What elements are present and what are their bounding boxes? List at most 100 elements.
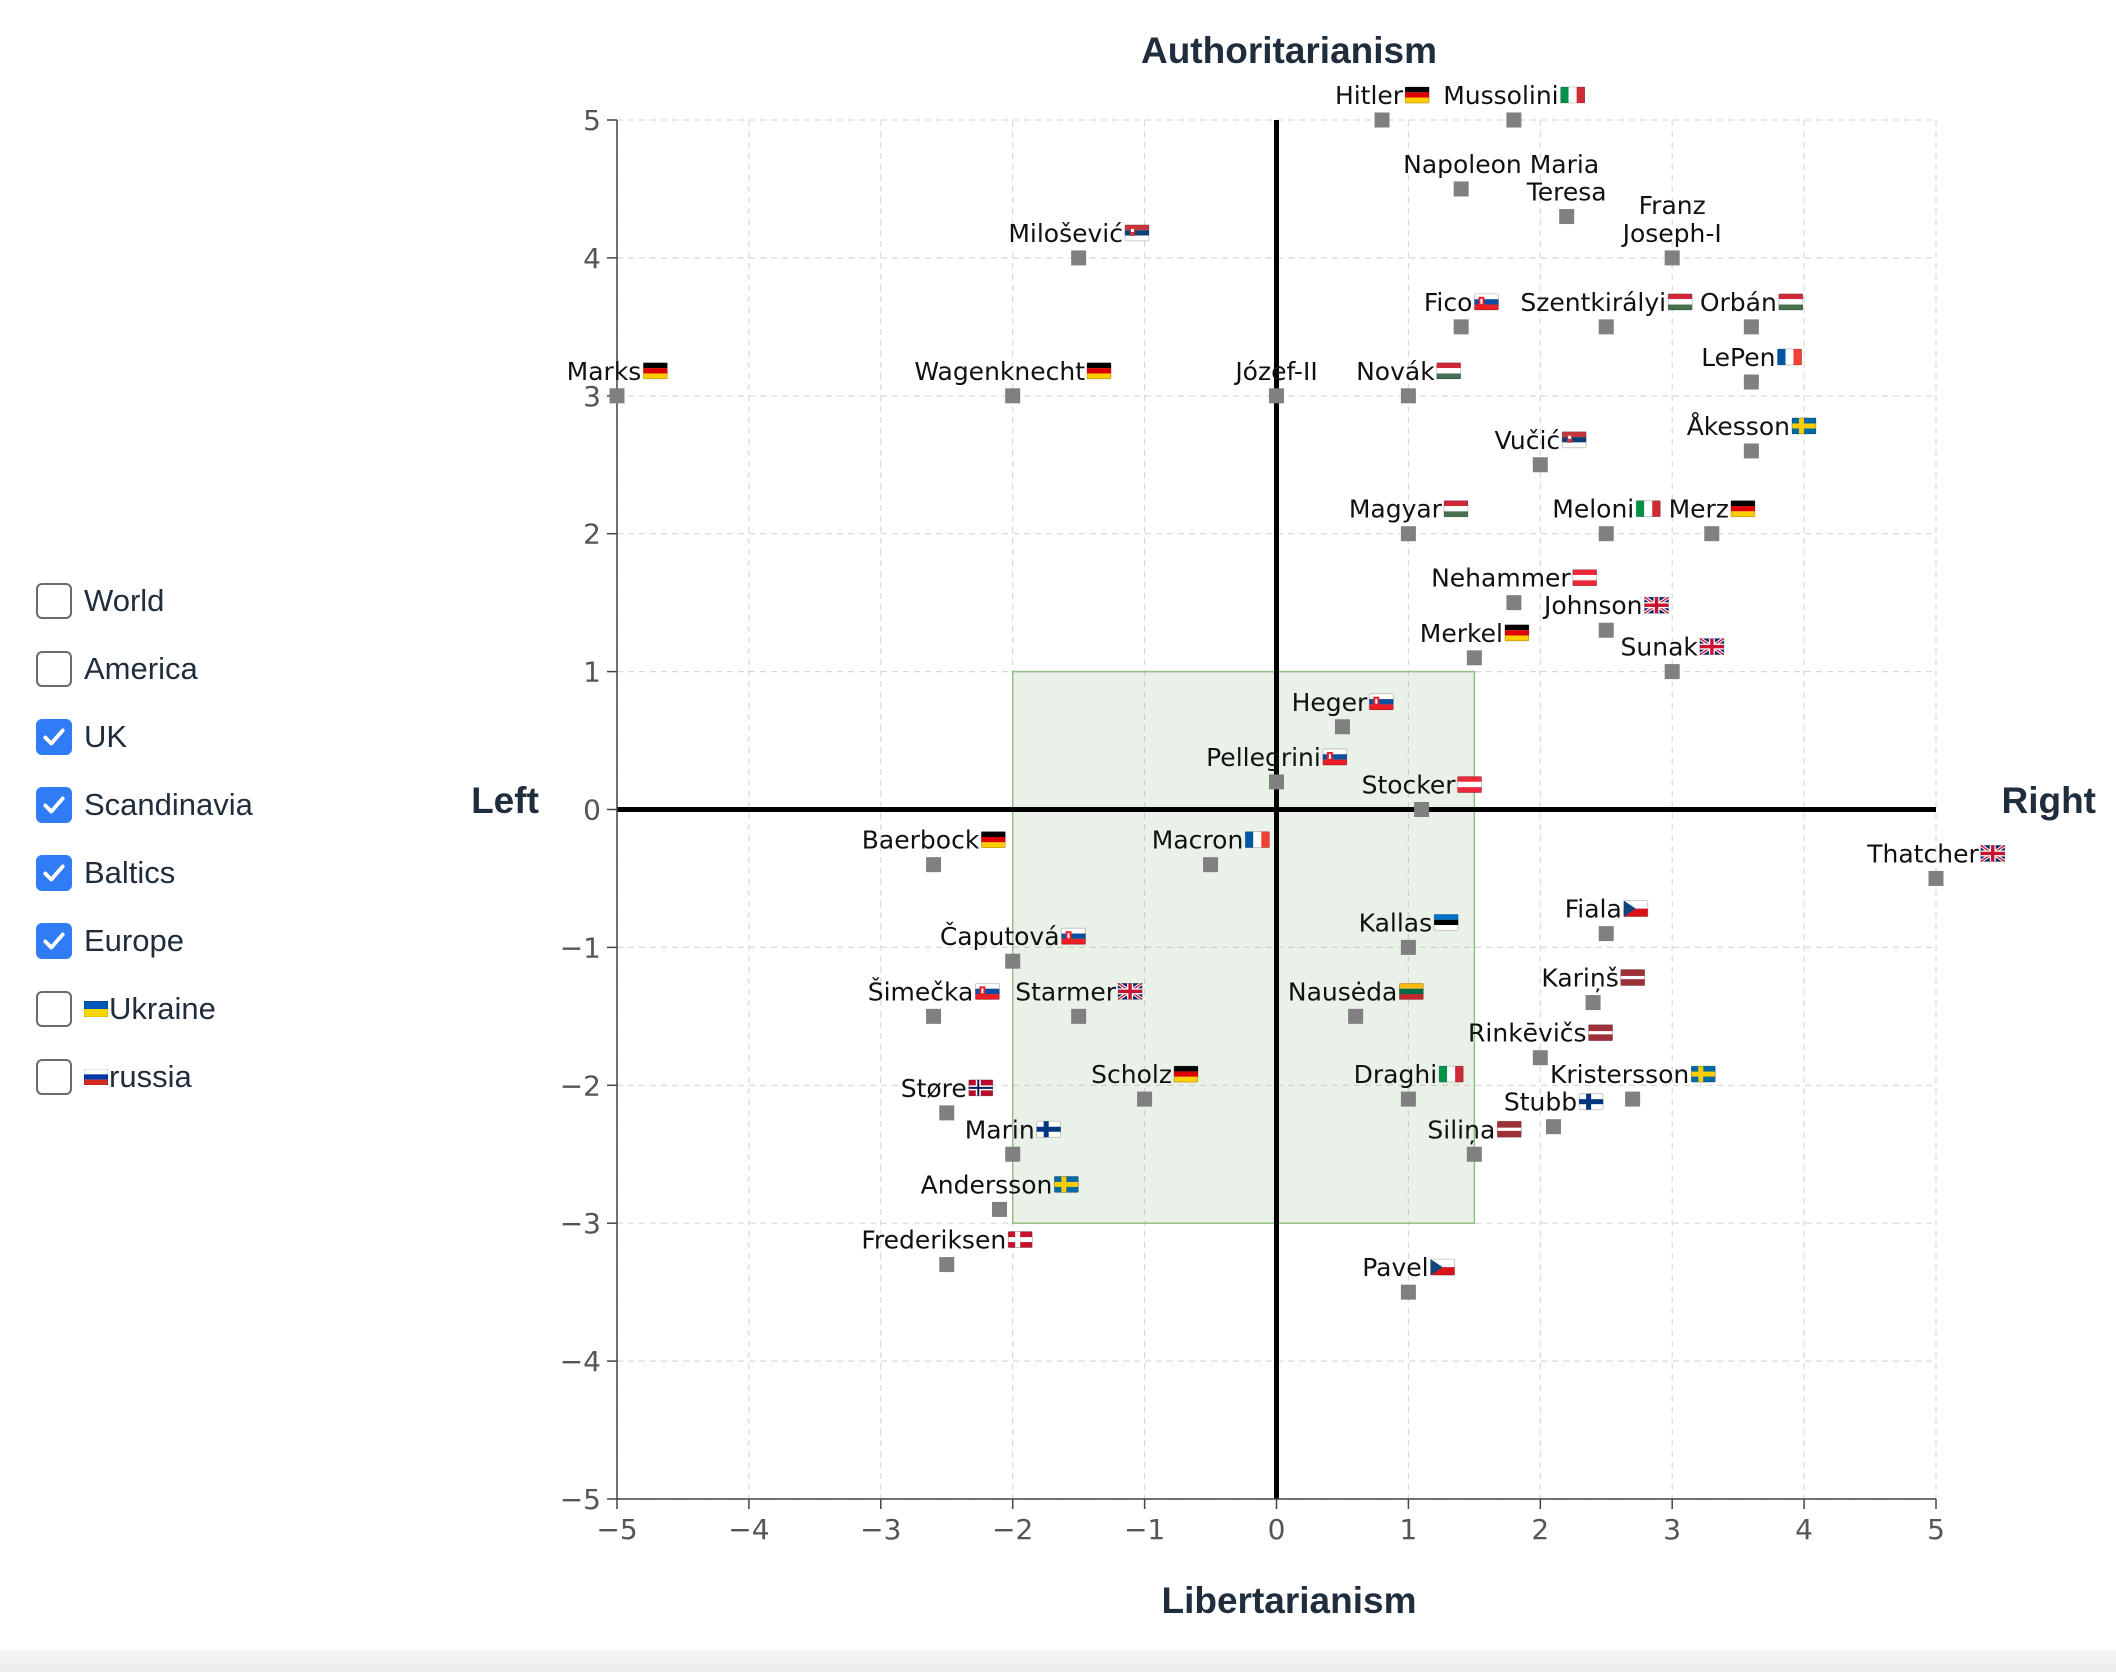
point-macron[interactable]: Macron: [1152, 826, 1270, 873]
point-siliņa[interactable]: Siliņa: [1427, 1115, 1522, 1162]
filter-checkbox[interactable]: [36, 1059, 72, 1095]
point-stubb[interactable]: Stubb: [1504, 1088, 1604, 1135]
point-šimečka[interactable]: Šimečka: [868, 976, 1000, 1024]
point-marker[interactable]: [1532, 457, 1548, 473]
point-nehammer[interactable]: Nehammer: [1431, 564, 1598, 611]
point-marker[interactable]: [1545, 1119, 1561, 1135]
filter-checkbox[interactable]: [36, 991, 72, 1027]
point-fico[interactable]: Fico: [1424, 288, 1499, 335]
filter-checkbox[interactable]: [36, 583, 72, 619]
point-marker[interactable]: [1348, 1008, 1364, 1024]
point-lepen[interactable]: LePen: [1701, 343, 1802, 390]
point-stocker[interactable]: Stocker: [1362, 771, 1482, 818]
point-marker[interactable]: [1532, 1050, 1548, 1066]
point-andersson[interactable]: Andersson: [921, 1170, 1079, 1217]
point-marker[interactable]: [1466, 1146, 1482, 1162]
point-marker[interactable]: [1585, 995, 1601, 1011]
point-marker[interactable]: [1269, 388, 1284, 404]
point-marker[interactable]: [1071, 250, 1087, 266]
point-marker[interactable]: [1598, 319, 1614, 335]
point-marker[interactable]: [926, 857, 942, 873]
horizontal-scrollbar[interactable]: [0, 1650, 2116, 1672]
point-milošević[interactable]: Milošević: [1008, 219, 1150, 266]
point-marker[interactable]: [1928, 870, 1944, 886]
point-marker[interactable]: [939, 1257, 955, 1273]
point-thatcher[interactable]: Thatcher: [1866, 839, 2006, 886]
filter-ukraine[interactable]: Ukraine: [36, 975, 253, 1043]
point-szentkirályi[interactable]: Szentkirályi: [1520, 288, 1693, 335]
point-fiala[interactable]: Fiala: [1565, 895, 1649, 942]
point-marker[interactable]: [1071, 1008, 1087, 1024]
point-pellegrini[interactable]: Pellegrini: [1206, 743, 1348, 790]
point-józef-ii[interactable]: Józef-II: [1233, 357, 1318, 404]
point-marker[interactable]: [1506, 112, 1522, 128]
point-pavel[interactable]: Pavel: [1362, 1253, 1456, 1300]
point-marker[interactable]: [1704, 526, 1720, 542]
point-marker[interactable]: [1400, 1091, 1416, 1107]
point-marker[interactable]: [1334, 719, 1350, 735]
point-hitler[interactable]: Hitler: [1335, 81, 1430, 128]
point-sunak[interactable]: Sunak: [1621, 633, 1725, 680]
point-marker[interactable]: [939, 1105, 955, 1121]
point-marker[interactable]: [1400, 388, 1416, 404]
point-marker[interactable]: [1466, 650, 1482, 666]
point-marker[interactable]: [1005, 1146, 1021, 1162]
point-marker[interactable]: [1598, 926, 1614, 942]
filter-world[interactable]: World: [36, 567, 253, 635]
point-novák[interactable]: Novák: [1356, 357, 1462, 404]
point-kallas[interactable]: Kallas: [1359, 908, 1459, 955]
filter-checkbox[interactable]: [36, 719, 72, 755]
point-vučić[interactable]: Vučić: [1494, 426, 1587, 473]
point-marker[interactable]: [609, 388, 625, 404]
point-meloni[interactable]: Meloni: [1552, 495, 1661, 542]
point-nausėda[interactable]: Nausėda: [1288, 977, 1424, 1024]
filter-europe[interactable]: Europe: [36, 907, 253, 975]
point-marker[interactable]: [1005, 953, 1021, 969]
point-marker[interactable]: [1137, 1091, 1153, 1107]
point-støre[interactable]: Støre: [901, 1074, 994, 1121]
point-starmer[interactable]: Starmer: [1015, 977, 1144, 1024]
point-kariņš[interactable]: Kariņš: [1541, 964, 1646, 1011]
point-mussolini[interactable]: Mussolini: [1443, 81, 1586, 128]
point-marker[interactable]: [1664, 664, 1680, 680]
point-marker[interactable]: [1374, 112, 1390, 128]
point-wagenknecht[interactable]: Wagenknecht: [914, 357, 1112, 404]
point-åkesson[interactable]: Åkesson: [1687, 412, 1817, 459]
point-merkel[interactable]: Merkel: [1420, 619, 1530, 666]
point-marker[interactable]: [1664, 250, 1680, 266]
point-marker[interactable]: [1269, 774, 1284, 790]
point-johnson[interactable]: Johnson: [1542, 591, 1670, 638]
point-magyar[interactable]: Magyar: [1349, 495, 1469, 542]
filter-checkbox[interactable]: [36, 651, 72, 687]
filter-america[interactable]: America: [36, 635, 253, 703]
filter-baltics[interactable]: Baltics: [36, 839, 253, 907]
filter-checkbox[interactable]: [36, 787, 72, 823]
point-heger[interactable]: Heger: [1292, 688, 1394, 735]
filter-checkbox[interactable]: [36, 923, 72, 959]
point-marker[interactable]: [1005, 388, 1021, 404]
point-kristersson[interactable]: Kristersson: [1550, 1060, 1716, 1107]
point-frederiksen[interactable]: Frederiksen: [861, 1226, 1033, 1273]
point-marker[interactable]: [1414, 802, 1430, 817]
point-baerbock[interactable]: Baerbock: [862, 826, 1006, 873]
point-marker[interactable]: [1598, 622, 1614, 638]
point-marker[interactable]: [1598, 526, 1614, 542]
filter-checkbox[interactable]: [36, 855, 72, 891]
point-marker[interactable]: [1203, 857, 1219, 873]
point-marker[interactable]: [1506, 595, 1522, 611]
point-marker[interactable]: [1743, 374, 1759, 390]
point-marker[interactable]: [1625, 1091, 1641, 1107]
filter-scandinavia[interactable]: Scandinavia: [36, 771, 253, 839]
point-marker[interactable]: [1743, 443, 1759, 459]
point-napoleon[interactable]: Napoleon Maria: [1403, 150, 1599, 197]
point-marker[interactable]: [1400, 939, 1416, 955]
point-marker[interactable]: [1400, 526, 1416, 542]
point-marker[interactable]: [1559, 209, 1575, 225]
point-marker[interactable]: [1400, 1284, 1416, 1300]
point-scholz[interactable]: Scholz: [1091, 1060, 1199, 1107]
filter-russia[interactable]: russia: [36, 1043, 253, 1111]
point-čaputová[interactable]: Čaputová: [940, 921, 1086, 969]
point-marks[interactable]: Marks: [567, 357, 668, 404]
point-marker[interactable]: [926, 1008, 942, 1024]
